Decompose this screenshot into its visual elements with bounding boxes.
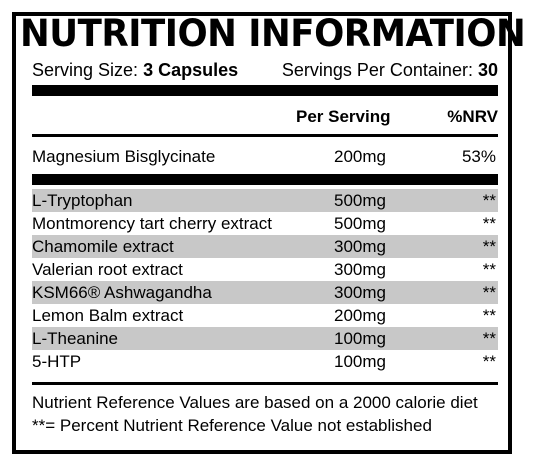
serving-size: Serving Size: 3 Capsules [32,59,238,81]
ingredient-row: KSM66® Ashwagandha 300mg ** [32,281,498,304]
ingredient-amount: 300mg [334,237,386,256]
ingredient-name: KSM66® Ashwagandha [32,283,212,302]
serving-size-label: Serving Size: [32,60,139,80]
ingredient-row: Montmorency tart cherry extract 500mg ** [32,212,498,235]
ingredient-amount: 500mg [334,214,386,233]
label-title: NUTRITION INFORMATION [20,12,526,55]
ingredient-name: Lemon Balm extract [32,306,184,325]
ingredient-nrv: ** [482,283,496,302]
ingredient-amount: 500mg [334,191,386,210]
footnote-nrv-not-established: **= Percent Nutrient Reference Value not… [32,416,432,435]
ingredient-nrv: ** [482,329,496,348]
ingredient-row: L-Tryptophan 500mg ** [32,189,498,212]
divider-thick-middle [32,174,498,185]
ingredient-name: L-Tryptophan [32,191,133,210]
ingredient-name: Valerian root extract [32,260,183,279]
ingredient-name: 5-HTP [32,352,82,371]
ingredient-name: Chamomile extract [32,237,174,256]
ingredient-amount: 100mg [334,329,386,348]
servings-per-container-value: 30 [477,60,498,80]
nutrient-nrv: 53% [461,147,496,166]
divider-thin-footer [32,382,498,385]
ingredient-nrv: ** [482,352,496,371]
divider-thick-top [32,85,498,96]
ingredient-nrv: ** [482,260,496,279]
nutrient-name: Magnesium Bisglycinate [32,147,216,166]
column-header-per-serving: Per Serving [296,107,391,126]
ingredient-row: 5-HTP 100mg ** [32,350,498,373]
ingredient-name: L-Theanine [32,329,119,348]
footnote-nrv-basis: Nutrient Reference Values are based on a… [32,393,478,412]
ingredient-amount: 100mg [334,352,386,371]
ingredient-nrv: ** [482,191,496,210]
divider-thin-header [32,134,498,137]
column-header-nrv: %NRV [447,107,498,126]
ingredient-amount: 300mg [334,260,386,279]
ingredient-name: Montmorency tart cherry extract [32,214,272,233]
ingredient-row: Valerian root extract 300mg ** [32,258,498,281]
ingredient-amount: 300mg [334,283,386,302]
ingredient-nrv: ** [482,237,496,256]
ingredient-nrv: ** [482,306,496,325]
ingredient-nrv: ** [482,214,496,233]
servings-per-container: Servings Per Container: 30 [282,59,498,81]
ingredient-row: L-Theanine 100mg ** [32,327,498,350]
ingredient-row: Lemon Balm extract 200mg ** [32,304,498,327]
ingredient-amount: 200mg [334,306,386,325]
main-nutrient-row: Magnesium Bisglycinate 200mg 53% [32,145,498,168]
servings-per-container-label: Servings Per Container: [281,60,473,80]
serving-size-value: 3 Capsules [143,60,239,80]
ingredient-row: Chamomile extract 300mg ** [32,235,498,258]
nutrient-amount: 200mg [334,147,386,166]
